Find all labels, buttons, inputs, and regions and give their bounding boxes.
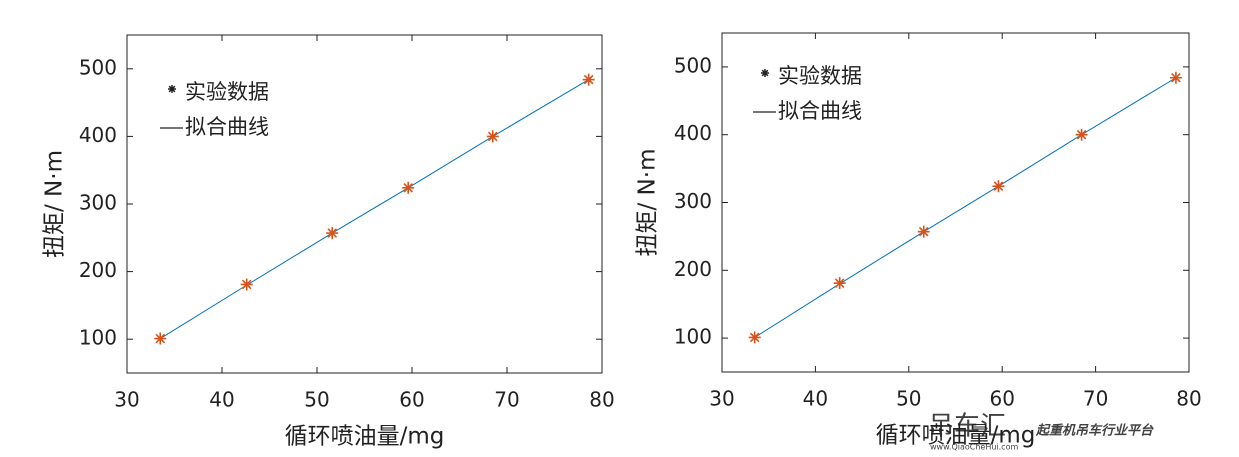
x-axis-label: 循环喷油量/mg [285,424,445,450]
x-tick-label: 80 [1176,387,1201,411]
legend-marker [168,85,176,93]
watermark: 吊车汇 起重机吊车行业平台 www.QiaoCheHui.com [928,412,1154,452]
x-tick-label: 80 [589,388,614,412]
data-point [402,181,415,194]
y-tick-label: 500 [79,55,117,79]
data-point [154,332,167,345]
legend-marker [761,69,769,77]
y-tick-label: 100 [79,326,117,350]
legend-label: 拟合曲线 [185,115,269,139]
data-point [1075,128,1088,141]
y-tick-label: 400 [79,123,117,147]
x-tick-label: 40 [803,387,828,411]
data-point [326,227,339,240]
x-tick-label: 60 [399,388,424,412]
y-tick-label: 300 [674,189,712,213]
y-tick-label: 200 [79,258,117,282]
chart: 30 40 50 60 70 80 100 200 300 400 500 循环喷油量/mg 扭矩/ N… [42,34,615,450]
y-tick-label: 300 [79,191,117,215]
data-point [833,277,846,290]
legend-label: 实验数据 [778,64,862,88]
y-tick-label: 400 [674,121,712,145]
y-tick-label: 200 [674,257,712,281]
x-tick-label: 70 [1083,387,1108,411]
x-tick-label: 40 [209,388,234,412]
fit-line [159,79,589,339]
watermark-slogan: 起重机吊车行业平台 [1035,423,1154,439]
data-point [917,225,930,238]
data-point [240,278,253,291]
x-tick-label: 50 [896,387,921,411]
legend-label: 拟合曲线 [778,99,862,123]
watermark-brand: 吊车汇 [928,412,1006,442]
watermark-url: www.QiaoCheHui.com [930,443,1018,452]
x-tick-label: 50 [304,388,329,412]
y-axis-label: 扭矩/ N·m [635,149,661,257]
chart: 30 40 50 60 70 80 100 200 300 400 500 循环喷油量/mg 扭矩/ N… [635,32,1202,449]
x-tick-label: 30 [709,387,734,411]
x-tick-label: 60 [989,387,1014,411]
data-point [748,331,761,344]
data-point [486,130,499,143]
x-tick-label: 70 [494,388,519,412]
data-point [1169,71,1182,84]
legend-label: 实验数据 [185,80,269,104]
y-tick-label: 500 [674,53,712,77]
data-point [992,180,1005,193]
y-axis-label: 扭矩/ N·m [42,150,68,258]
fit-line [754,77,1177,338]
y-tick-label: 100 [674,325,712,349]
x-tick-label: 30 [114,388,139,412]
x-axis-label: 循环喷油量/mg [876,423,1036,449]
data-point [582,73,595,86]
